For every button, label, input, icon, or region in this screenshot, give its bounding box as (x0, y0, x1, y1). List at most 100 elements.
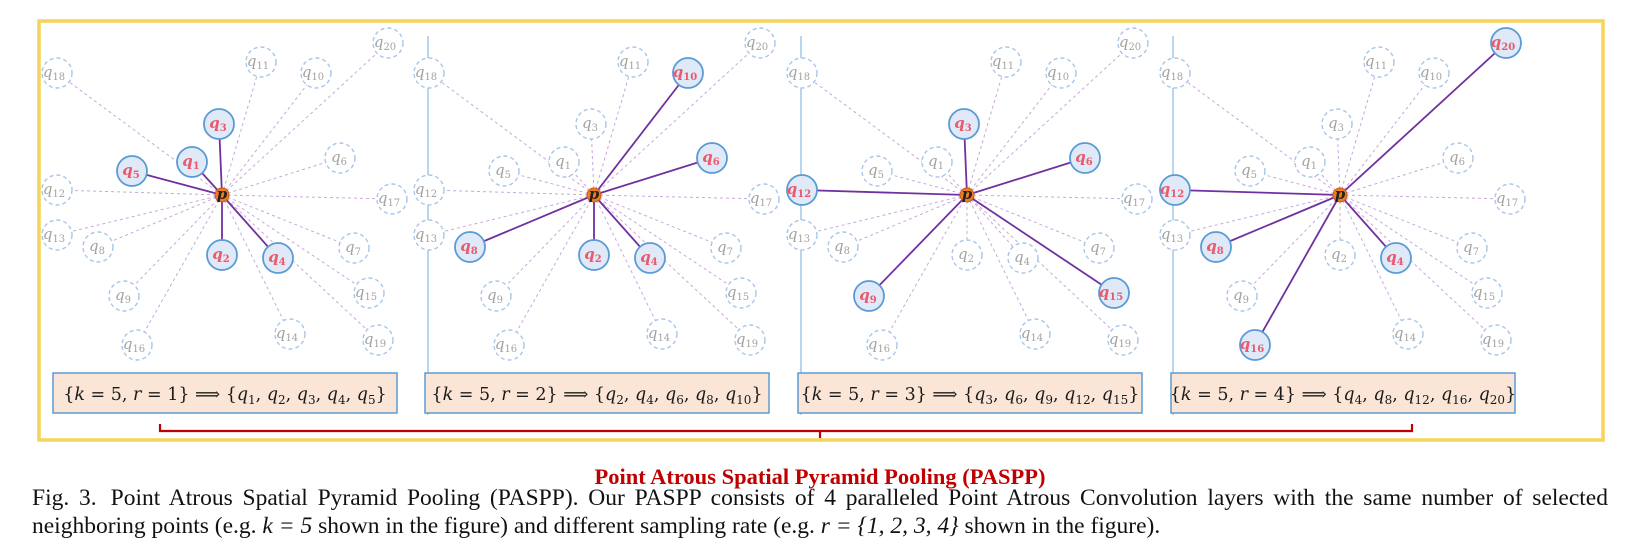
neighbor-point-q11: q11 (990, 46, 1022, 78)
point-index: 15 (1482, 292, 1495, 303)
neighbor-point-q19: q19 (362, 324, 394, 356)
neighbor-point-q1: q1 (921, 146, 953, 178)
neighbor-point-q9: q9 (108, 280, 140, 312)
neighbor-point-q20: q20 (372, 27, 404, 59)
point-index: 5 (878, 170, 884, 181)
neighbor-point-q14: q14 (1392, 318, 1424, 350)
center-label: p (589, 185, 600, 203)
point-index: 9 (1243, 295, 1249, 306)
neighbor-link (221, 42, 389, 196)
point-index: 4 (279, 257, 286, 268)
neighbor-point-q9: q9 (1226, 280, 1258, 312)
point-index: 13 (1170, 234, 1183, 245)
formula-text: {k = 5, r = 3} ⟹ {q3, q6, q9, q12, q15} (801, 385, 1140, 407)
neighbor-link (221, 194, 379, 341)
neighbor-point-q17: q17 (376, 183, 408, 215)
point-index: 8 (1217, 246, 1224, 257)
point-index: 8 (471, 246, 478, 257)
point-index: 15 (736, 292, 749, 303)
brace-label: Point Atrous Spatial Pyramid Pooling (PA… (594, 464, 1045, 489)
point-index: 2 (595, 254, 602, 265)
neighbor-link (428, 189, 595, 196)
neighbor-point-q5: q5 (488, 155, 520, 187)
caption-math-1: k = 5 (262, 513, 313, 539)
point-index: 4 (1024, 257, 1030, 268)
neighbor-point-q17: q17 (748, 183, 780, 215)
neighbor-point-q10: q10 (300, 57, 332, 89)
neighbor-point-q20: q20 (1117, 27, 1149, 59)
point-index: 19 (373, 339, 386, 350)
selected-link (1215, 194, 1341, 248)
center-point-p: p (214, 185, 230, 203)
neighbor-point-q6: q6 (1442, 142, 1474, 174)
neighbor-point-q7: q7 (710, 232, 742, 264)
selected-point-q8: q8 (454, 231, 486, 263)
neighbor-point-q18: q18 (786, 57, 818, 89)
point-index: 20 (383, 42, 396, 53)
selected-point-q8: q8 (1200, 231, 1232, 263)
neighbor-point-q18: q18 (413, 57, 445, 89)
neighbor-point-q19: q19 (734, 324, 766, 356)
point-index: 17 (759, 198, 772, 209)
point-index: 10 (1056, 72, 1069, 83)
selected-point-q6: q6 (1069, 142, 1101, 174)
selected-point-q20: q20 (1490, 27, 1522, 59)
formula-text: {k = 5, r = 4} ⟹ {q4, q8, q12, q16, q20} (1170, 385, 1516, 407)
point-index: 4 (651, 257, 658, 268)
selected-point-q3: q3 (948, 108, 980, 140)
brace (158, 424, 1414, 438)
selected-link (966, 157, 1086, 196)
neighbor-link (593, 194, 663, 335)
selected-link (1174, 189, 1341, 196)
neighbor-link (1339, 194, 1497, 341)
neighbor-link (842, 194, 968, 248)
neighbor-link (1339, 61, 1380, 196)
point-index: 18 (1170, 72, 1183, 83)
neighbor-link (593, 61, 634, 196)
neighbor-link (1174, 72, 1341, 196)
point-index: 14 (657, 333, 670, 344)
point-index: 13 (797, 234, 810, 245)
selected-point-q2: q2 (206, 239, 238, 271)
neighbor-point-q11: q11 (245, 46, 277, 78)
selected-point-q4: q4 (262, 242, 294, 274)
point-index: 12 (52, 189, 65, 200)
neighbor-point-q15: q15 (725, 277, 757, 309)
point-index: 15 (1109, 292, 1123, 303)
neighbor-point-q1: q1 (1294, 146, 1326, 178)
neighbor-link (428, 194, 595, 236)
neighbor-link (966, 72, 1062, 196)
neighbor-link (966, 42, 1134, 196)
point-index: 1 (1311, 161, 1317, 172)
center-point-p: p (959, 185, 975, 203)
neighbor-point-q12: q12 (413, 174, 445, 206)
point-index: 1 (938, 161, 944, 172)
point-index: 11 (628, 61, 641, 72)
point-index: 17 (387, 198, 400, 209)
diagram-frame (37, 19, 1605, 442)
point-index: 9 (125, 295, 131, 306)
neighbor-link (221, 61, 262, 196)
neighbor-link (801, 194, 968, 236)
neighbor-link (966, 61, 1007, 196)
neighbor-link (593, 194, 765, 200)
neighbor-point-q16: q16 (493, 329, 525, 361)
selected-point-q12: q12 (786, 174, 818, 206)
neighbor-point-q17: q17 (1494, 183, 1526, 215)
neighbor-link (966, 194, 1024, 259)
neighbor-point-q1: q1 (548, 146, 580, 178)
point-index: 9 (497, 295, 503, 306)
neighbor-link (1339, 194, 1511, 200)
neighbor-link (221, 194, 291, 335)
neighbor-link (966, 194, 1124, 341)
selected-point-q12: q12 (1159, 174, 1191, 206)
point-index: 7 (355, 247, 361, 258)
selected-point-q9: q9 (853, 280, 885, 312)
neighbor-link (97, 194, 223, 248)
point-index: 6 (713, 157, 720, 168)
selected-point-q4: q4 (1380, 242, 1412, 274)
neighbor-point-q10: q10 (1418, 57, 1450, 89)
caption-math-2: r = {1, 2, 3, 4} (820, 513, 959, 539)
neighbor-point-q18: q18 (41, 57, 73, 89)
panel-rate-4: q1 q2 q3 q4 q5 q6 q7 q8 q9 q10 q11 q12 q13 q14 q15 q16 q… (1159, 27, 1526, 414)
